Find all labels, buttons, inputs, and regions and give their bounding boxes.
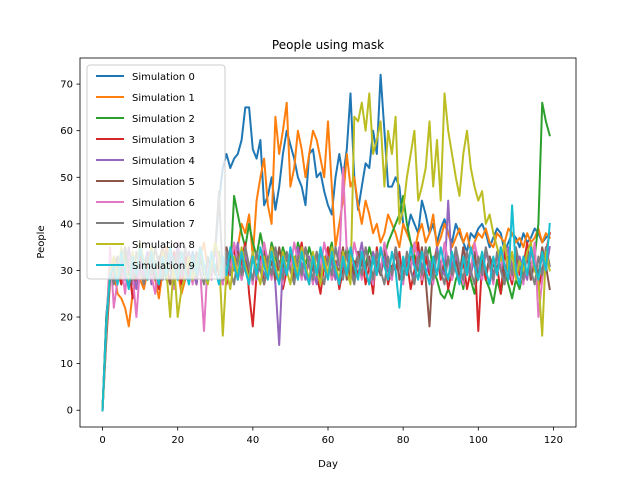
legend-label: Simulation 4 xyxy=(132,156,195,167)
legend: Simulation 0 Simulation 1 Simulation 2 Simu… xyxy=(86,64,226,280)
y-tick-label: 40 xyxy=(60,219,73,230)
y-tick-label: 0 xyxy=(67,406,73,417)
y-tick-label: 20 xyxy=(60,313,73,324)
x-tick-label: 80 xyxy=(397,435,410,446)
y-axis-label: People xyxy=(36,225,47,258)
legend-label: Simulation 2 xyxy=(132,114,195,125)
y-tick-label: 70 xyxy=(60,80,73,91)
x-tick-label: 20 xyxy=(171,435,184,446)
x-axis: 0 20 40 60 80 100 120 xyxy=(99,427,563,446)
x-tick-label: 40 xyxy=(246,435,259,446)
y-tick-label: 30 xyxy=(60,266,73,277)
x-tick-label: 0 xyxy=(99,435,105,446)
legend-label: Simulation 1 xyxy=(132,93,195,104)
chart-title: People using mask xyxy=(272,38,384,52)
x-tick-label: 100 xyxy=(469,435,488,446)
legend-label: Simulation 9 xyxy=(132,261,195,272)
x-tick-label: 60 xyxy=(322,435,335,446)
legend-label: Simulation 8 xyxy=(132,240,195,251)
x-tick-label: 120 xyxy=(544,435,563,446)
y-axis: 0 10 20 30 40 50 60 70 xyxy=(60,80,80,417)
legend-label: Simulation 3 xyxy=(132,135,195,146)
y-tick-label: 60 xyxy=(60,126,73,137)
y-tick-label: 50 xyxy=(60,173,73,184)
y-tick-label: 10 xyxy=(60,359,73,370)
legend-label: Simulation 7 xyxy=(132,219,195,230)
legend-label: Simulation 5 xyxy=(132,177,195,188)
legend-label: Simulation 6 xyxy=(132,198,195,209)
x-axis-label: Day xyxy=(318,459,338,470)
legend-label: Simulation 0 xyxy=(132,72,195,83)
series-line-8 xyxy=(101,92,551,412)
